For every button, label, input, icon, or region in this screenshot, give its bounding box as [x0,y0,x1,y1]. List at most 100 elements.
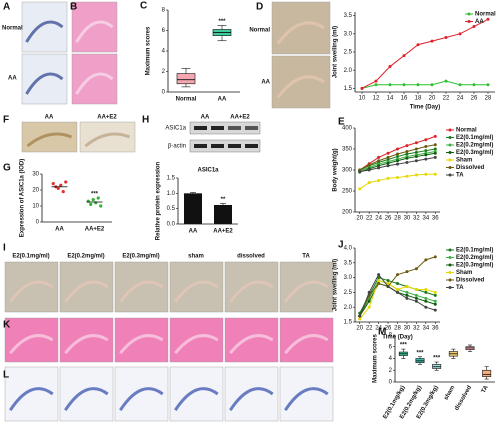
image-label: AA+E2 [230,115,250,121]
x-tick-label: AA [218,97,227,103]
photo-detail [64,334,109,355]
panel-letter: F [3,115,9,126]
y-tick-label: 30 [32,172,39,178]
blot-band [194,144,207,148]
x-tick-label: 16 [401,96,408,102]
series-line [359,256,436,317]
y-tick-label: 0.0 [167,222,176,228]
point [386,282,390,286]
photo [21,1,68,53]
legend-label: Dissolved [456,278,485,284]
blot-band [245,126,258,130]
y-axis-label: Maximum scores [146,26,152,75]
point [358,317,362,321]
point [91,198,95,202]
point [424,299,428,303]
y-tick-label: 3.5 [344,13,353,19]
photo [224,366,279,422]
y-tick-label: 2.0 [344,68,353,74]
chart-title: ASIC1a [197,168,219,174]
legend-label: Normal [456,128,477,134]
point [424,290,428,294]
point [433,172,437,176]
y-tick-label: 3.0 [344,275,353,281]
point [56,186,60,190]
point [396,155,399,159]
point [424,287,428,291]
y-tick-label: 3.0 [344,31,353,37]
point [367,163,371,167]
x-tick-label: 30 [404,216,411,222]
x-tick-label: 26 [385,216,392,222]
y-tick-label: 6 [389,344,393,350]
photo-detail [75,20,114,43]
point [424,258,428,262]
photo [224,261,279,313]
image-label: AA [45,115,54,121]
legend-marker [448,263,452,267]
point [424,144,428,148]
point [414,287,418,291]
bar [184,193,202,224]
photo-detail [229,280,274,303]
photo-detail [26,132,73,148]
point [386,284,390,288]
point [430,39,434,43]
point [396,273,399,277]
point [377,166,381,170]
point [424,157,428,161]
point [405,150,409,154]
point [377,179,381,182]
legend-label: Sham [456,158,472,164]
blot [189,121,261,135]
significance: ** [221,197,226,203]
point [414,141,418,145]
x-tick-label: 22 [443,96,450,102]
blot-band [228,126,241,130]
point [414,150,418,154]
photo [4,261,59,313]
point [386,155,390,159]
photo-detail [284,334,329,355]
significance: *** [400,343,408,349]
point [424,172,428,176]
point [414,293,418,297]
x-tick-label: AA [189,229,198,235]
point [386,279,390,283]
x-tick-label: 28 [485,96,492,102]
point [89,202,93,206]
legend-label: TA [456,173,464,179]
point [414,173,418,177]
panel-letter: E [338,117,345,128]
blot-band [211,144,224,148]
box [482,369,492,378]
photo-detail [25,20,64,43]
legend-label: TA [456,285,464,291]
x-tick-label: 24 [457,96,464,102]
y-axis-label: Relative protein expression [156,161,162,240]
point [377,164,381,168]
legend-marker [448,271,452,274]
photo [71,53,118,105]
point [59,183,63,187]
point [405,293,409,297]
image-label: E2(0.3mg/ml) [122,254,159,260]
legend-label: E2(0.2mg/ml) [456,255,493,261]
y-tick-label: 2.0 [344,305,353,311]
image-label: Normal [2,26,23,32]
x-tick-label: Normal [176,97,197,103]
significance: *** [416,350,424,356]
point [367,305,371,309]
y-tick-label: 1.5 [344,320,353,326]
x-tick-label: 32 [413,326,420,332]
panel-letter: K [3,320,11,331]
image-label: sham [188,254,204,260]
significance: *** [433,356,441,362]
point [414,155,418,159]
legend-label: E2(0.1mg/ml) [456,248,493,254]
point [405,144,409,148]
y-axis-label: Joint swelling (ml) [333,26,339,78]
point [433,134,437,138]
x-tick-label: TA [481,384,490,394]
y-tick-label: 8 [162,8,166,14]
